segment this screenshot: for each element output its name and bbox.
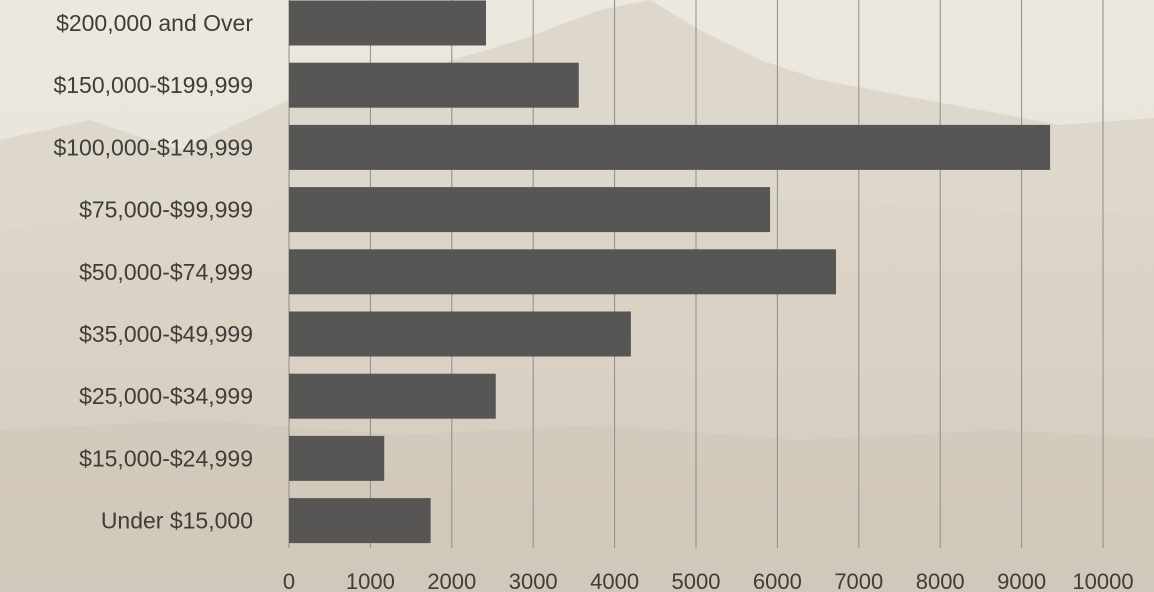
category-label: $35,000-$49,999 xyxy=(79,321,253,347)
x-tick-label: 4000 xyxy=(590,569,639,592)
x-tick-label: 8000 xyxy=(916,569,965,592)
x-tick-label: 1000 xyxy=(346,569,395,592)
bar xyxy=(289,498,431,544)
x-tick-label: 6000 xyxy=(753,569,802,592)
bar xyxy=(289,435,385,481)
bar xyxy=(289,249,837,295)
bar xyxy=(289,187,771,233)
category-label: $200,000 and Over xyxy=(56,10,253,36)
category-labels: $200,000 and Over $150,000-$199,999 $100,0… xyxy=(53,10,253,534)
category-label: $100,000-$149,999 xyxy=(53,134,253,160)
bar xyxy=(289,62,579,108)
bar xyxy=(289,373,496,419)
category-label: $15,000-$24,999 xyxy=(79,445,253,471)
x-tick-label: 7000 xyxy=(834,569,883,592)
x-tick-label: 9000 xyxy=(997,569,1046,592)
x-tick-label: 2000 xyxy=(427,569,476,592)
x-tick-label: 3000 xyxy=(509,569,558,592)
category-label: $50,000-$74,999 xyxy=(79,259,253,285)
bars xyxy=(289,0,1051,544)
x-tick-label: 5000 xyxy=(672,569,721,592)
x-tick-label: 0 xyxy=(283,569,295,592)
bar xyxy=(289,124,1051,170)
category-label: $75,000-$99,999 xyxy=(79,197,253,223)
x-tick-labels: 0 1000 2000 3000 4000 5000 6000 7000 8000 9000 100… xyxy=(283,569,1134,592)
category-label: Under $15,000 xyxy=(101,508,253,534)
bar xyxy=(289,0,486,46)
category-label: $25,000-$34,999 xyxy=(79,383,253,409)
x-tick-label: 10000 xyxy=(1072,569,1133,592)
category-label: $150,000-$199,999 xyxy=(53,72,253,98)
bar xyxy=(289,311,631,357)
